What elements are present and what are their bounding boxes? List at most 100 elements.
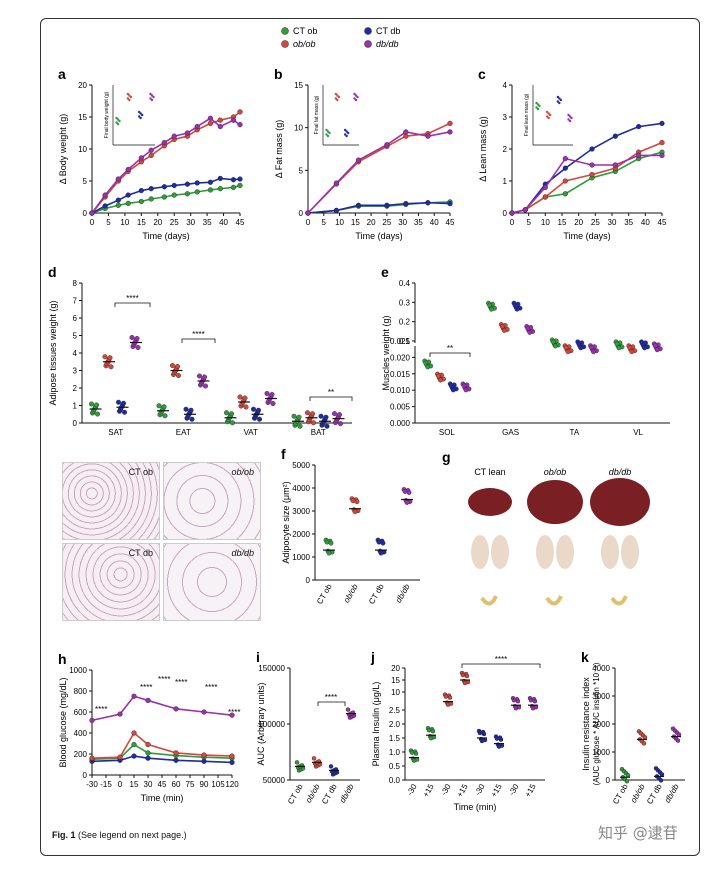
inset-point — [150, 94, 154, 97]
inset-point — [128, 98, 131, 102]
y-tick-label: 8 — [73, 279, 78, 288]
legend-marker — [281, 40, 289, 48]
data-point — [125, 200, 131, 207]
data-point — [376, 539, 382, 545]
data-point — [131, 693, 137, 699]
data-point — [145, 755, 151, 761]
y-tick-label: 50000 — [263, 776, 286, 785]
x-axis-label: Time (days) — [563, 231, 610, 241]
data-point — [297, 423, 303, 429]
fat-pad-photo — [556, 535, 574, 569]
series-line — [511, 141, 663, 214]
liver-photo — [468, 488, 512, 516]
data-point — [479, 738, 485, 744]
inset-point — [343, 133, 347, 136]
y-tick-label: 1000 — [292, 553, 310, 562]
inset-point — [353, 92, 356, 96]
inset-frame — [533, 85, 573, 145]
y-tick-label: 0.1 — [399, 337, 411, 346]
x-tick-label: 15 — [137, 218, 146, 227]
data-point — [328, 540, 334, 546]
y-tick-label: 0.0 — [389, 776, 401, 785]
data-point — [658, 778, 664, 783]
inset-point — [558, 101, 561, 105]
inset-point — [343, 128, 347, 132]
data-point — [462, 680, 468, 686]
y-axis-label: Adipose tissues weight (g) — [48, 300, 58, 405]
data-point — [108, 364, 114, 370]
inset-point — [567, 118, 570, 121]
data-point — [115, 399, 121, 405]
y-tick-label: 15 — [294, 81, 303, 90]
data-point — [264, 391, 270, 397]
data-point — [162, 413, 168, 419]
data-point — [184, 181, 190, 187]
data-point — [514, 306, 520, 312]
y-tick-label: 1.5 — [389, 734, 401, 743]
data-point — [430, 729, 436, 734]
legend-marker — [364, 27, 372, 35]
data-point — [201, 374, 207, 380]
inset-point — [567, 113, 570, 117]
data-point — [269, 392, 275, 398]
data-point — [169, 363, 175, 369]
liver-photo — [590, 478, 650, 526]
inset-point — [545, 110, 549, 114]
inset-frame — [113, 85, 155, 145]
data-point — [447, 129, 453, 135]
data-point — [161, 404, 167, 410]
data-point — [447, 201, 453, 207]
data-point — [161, 140, 167, 146]
data-point — [355, 157, 362, 163]
y-tick-label: 0.025 — [390, 337, 411, 346]
panel-letter: g — [442, 449, 451, 465]
data-point — [207, 120, 214, 127]
panel-letter: j — [370, 649, 375, 665]
data-point — [528, 698, 534, 703]
inset-point — [325, 133, 328, 136]
y-axis-label-2: (AUC glucose * AUC insulin *10⁻⁴) — [592, 662, 601, 785]
y-tick-label: 5 — [73, 332, 78, 341]
x-tick-label: GAS — [502, 428, 519, 437]
y-tick-label: 0.4 — [399, 279, 411, 288]
data-point — [460, 672, 466, 678]
data-point — [294, 760, 300, 765]
panel-letter: i — [256, 649, 260, 665]
data-point — [207, 179, 214, 185]
x-tick-label: 20 — [153, 218, 162, 227]
y-tick-label: 0 — [83, 209, 88, 218]
data-point — [413, 751, 419, 756]
x-tick-label: -30 — [473, 782, 487, 797]
data-point — [171, 192, 177, 198]
y-axis-label: Insulin resistance index — [581, 677, 591, 771]
data-point — [641, 741, 647, 746]
inset-point — [337, 95, 341, 99]
y-tick-label: 2 — [503, 145, 508, 154]
panel-letter: h — [58, 651, 67, 667]
significance-label: **** — [126, 294, 138, 303]
x-tick-label: CT db — [645, 782, 664, 806]
caption-text: (See legend on next page.) — [78, 830, 187, 840]
data-point — [350, 498, 356, 504]
x-tick-label: VL — [633, 428, 643, 437]
data-point — [89, 755, 95, 761]
data-point — [230, 184, 237, 191]
data-point — [515, 699, 521, 704]
data-point — [384, 202, 390, 208]
y-tick-label: 3 — [73, 367, 78, 376]
inset-point — [559, 98, 563, 102]
data-point — [229, 759, 235, 766]
data-point — [562, 156, 568, 162]
y-tick-label: 0 — [83, 771, 88, 780]
y-tick-label: 5 — [83, 177, 88, 186]
y-tick-label: 0.010 — [390, 386, 411, 395]
data-point — [217, 117, 223, 123]
data-point — [487, 302, 492, 308]
data-point — [171, 182, 177, 189]
x-tick-label: CT ob — [286, 782, 305, 806]
y-tick-label: 0 — [503, 209, 508, 218]
data-point — [291, 413, 297, 419]
y-axis-label: Δ Body weight (g) — [58, 114, 68, 185]
y-tick-label: 5000 — [292, 461, 310, 470]
inset-point — [558, 97, 561, 100]
